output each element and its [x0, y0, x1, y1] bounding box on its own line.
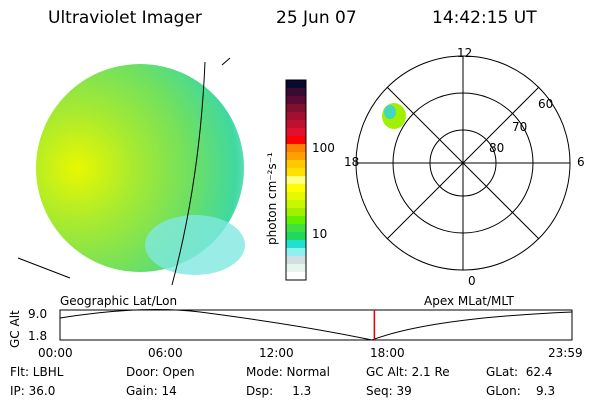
status-flt: Flt: LBHL [10, 365, 64, 379]
colorbar-tick: 100 [312, 141, 335, 155]
polar-plot [355, 55, 571, 271]
colorbar-segment [286, 216, 306, 225]
colorbar-segment [286, 144, 306, 153]
mlat-label: 60 [538, 97, 554, 111]
colorbar-segment [286, 208, 306, 217]
timeline-plot [59, 309, 573, 341]
mlt-label: 18 [344, 155, 360, 169]
colorbar-segment [286, 128, 306, 137]
colorbar-segment [286, 80, 306, 89]
colorbar-segment [286, 184, 306, 193]
mlt-label: 0 [468, 274, 476, 288]
colorbar-segment [286, 104, 306, 113]
mlt-label: 6 [577, 155, 585, 169]
time-label: 14:42:15 UT [432, 8, 537, 28]
colorbar-segment [286, 136, 306, 145]
colorbar-tick: 10 [312, 227, 328, 241]
geo-label: Geographic Lat/Lon [60, 294, 178, 308]
status-gcalt: GC Alt: 2.1 Re [366, 365, 450, 379]
colorbar-segment [286, 192, 306, 201]
colorbar-segment [286, 96, 306, 105]
xtick: 18:00 [370, 346, 405, 360]
mlt-label: 12 [457, 46, 473, 60]
timeline-ylabel: GC Alt [8, 310, 22, 348]
xtick: 00:00 [38, 346, 73, 360]
ytick: 1.8 [28, 329, 48, 343]
status-glat: GLat: 62.4 [486, 365, 553, 379]
colorbar-segment [286, 256, 306, 265]
status-gain: Gain: 14 [126, 384, 177, 398]
colorbar-segment [286, 248, 306, 257]
status-mode: Mode: Normal [246, 365, 330, 379]
colorbar-segment [286, 168, 306, 177]
date-label: 25 Jun 07 [276, 8, 357, 28]
colorbar-segment [286, 88, 306, 97]
colorbar-segment [286, 176, 306, 185]
mlat-label: 80 [489, 141, 505, 155]
colorbar-segment [286, 200, 306, 209]
xtick: 23:59 [548, 346, 583, 360]
earth-image [17, 57, 245, 286]
colorbar-segment [286, 240, 306, 249]
colorbar-segment [286, 272, 306, 281]
xtick: 06:00 [148, 346, 183, 360]
status-ip: IP: 36.0 [10, 384, 56, 398]
mlat-label: 70 [512, 120, 528, 134]
colorbar-label: photon cm⁻²s⁻¹ [265, 152, 279, 245]
xtick: 12:00 [259, 346, 294, 360]
colorbar-segment [286, 232, 306, 241]
status-door: Door: Open [126, 365, 195, 379]
colorbar-segment [286, 224, 306, 233]
aurora-core [384, 105, 396, 119]
colorbar-segment [286, 120, 306, 129]
status-seq: Seq: 39 [366, 384, 412, 398]
colorbar-frame [285, 79, 307, 281]
colorbar-segment [286, 152, 306, 161]
colorbar [285, 79, 307, 281]
colorbar-segment [286, 264, 306, 273]
ytick: 9.0 [28, 307, 48, 321]
colorbar-segment [286, 112, 306, 121]
apex-label: Apex MLat/MLT [424, 294, 514, 308]
colorbar-segment [286, 160, 306, 169]
status-dsp: Dsp: 1.3 [246, 384, 312, 398]
app-title: Ultraviolet Imager [48, 8, 202, 28]
status-glon: GLon: 9.3 [486, 384, 556, 398]
